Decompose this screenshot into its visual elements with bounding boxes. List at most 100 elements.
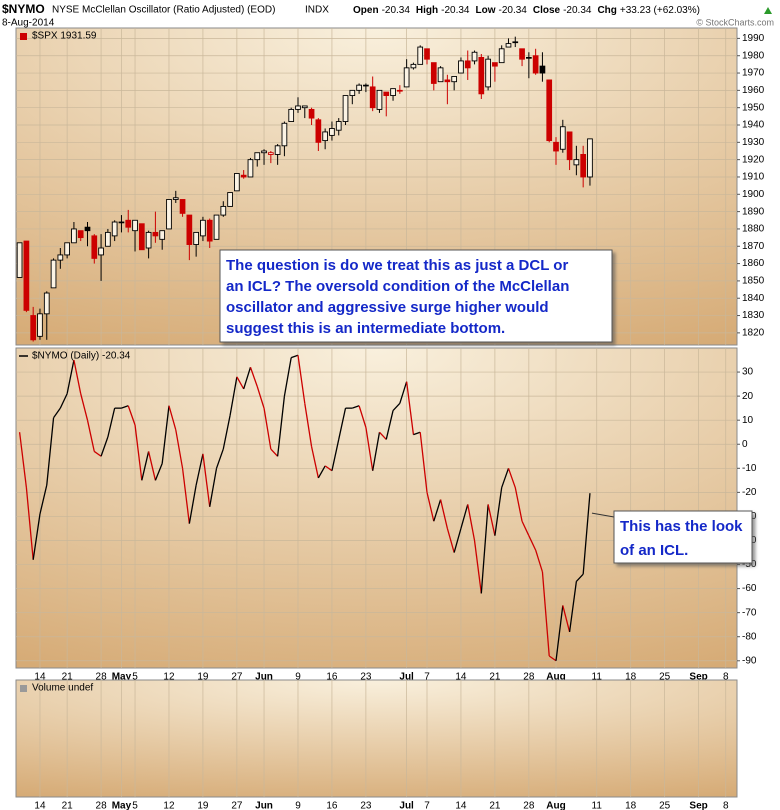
candle-body xyxy=(64,242,70,256)
candle-body xyxy=(396,89,403,92)
candle-body xyxy=(322,131,329,142)
line-segment xyxy=(276,396,286,457)
line-segment xyxy=(154,463,163,481)
y-tick-label: 1990 xyxy=(742,33,765,44)
line-segment xyxy=(18,432,28,488)
line-segment xyxy=(121,405,129,409)
line-segment xyxy=(324,465,333,472)
candle-body xyxy=(132,219,138,232)
line-segment xyxy=(107,408,116,438)
candle-body xyxy=(105,231,111,247)
candle-body xyxy=(274,145,281,155)
line-segment xyxy=(555,605,564,661)
x-tick-label: 16 xyxy=(326,801,338,810)
candle-body xyxy=(553,141,559,152)
line-segment xyxy=(181,468,190,524)
line-segment xyxy=(358,405,367,428)
x-tick-label: 23 xyxy=(360,801,372,810)
line-segment xyxy=(161,405,170,464)
candle-body xyxy=(430,62,437,84)
y-tick-label: 20 xyxy=(742,391,754,402)
quote-value: -20.34 xyxy=(563,5,592,16)
y-tick-label: 1950 xyxy=(742,102,765,113)
candle-body xyxy=(295,105,301,110)
x-tick-label: 14 xyxy=(455,801,467,810)
candle-body xyxy=(57,254,64,261)
panel-background xyxy=(15,347,738,669)
line-segment xyxy=(270,448,279,457)
x-tick-label: 8 xyxy=(723,672,729,683)
line-segment xyxy=(80,393,89,421)
candle-body xyxy=(186,214,193,245)
line-segment xyxy=(175,429,184,469)
candle-body xyxy=(118,221,125,224)
line-segment xyxy=(209,468,218,507)
candle-body xyxy=(315,119,322,143)
line-segment xyxy=(433,499,442,522)
candle-body xyxy=(369,86,376,109)
line-segment xyxy=(256,386,265,409)
x-tick-label: 28 xyxy=(523,801,535,810)
x-tick-label: 27 xyxy=(231,801,243,810)
annotation-text: oscillator and aggressive surge higher w… xyxy=(226,299,549,316)
panel-label: Volume undef xyxy=(32,683,93,694)
candle-body xyxy=(77,230,84,239)
candle-body xyxy=(356,84,362,91)
x-tick-label: Jul xyxy=(399,672,414,683)
line-segment xyxy=(304,403,313,447)
candle-body xyxy=(464,60,471,69)
line-segment xyxy=(53,407,61,419)
y-tick-label: -70 xyxy=(742,607,757,618)
y-tick-label: 1820 xyxy=(742,328,765,339)
candle-body xyxy=(37,313,43,337)
candle-body xyxy=(261,150,267,154)
x-tick-label: 19 xyxy=(197,801,209,810)
x-tick-label: 27 xyxy=(231,672,243,683)
line-segment xyxy=(25,487,34,560)
candle-body xyxy=(383,91,390,97)
line-segment xyxy=(446,528,455,553)
x-tick-label: Sep xyxy=(689,672,707,683)
x-tick-label: 14 xyxy=(455,672,467,683)
line-segment xyxy=(147,451,157,481)
candle-body xyxy=(403,67,410,88)
line-segment xyxy=(283,357,292,397)
candle-body xyxy=(206,219,213,242)
line-segment xyxy=(310,446,319,479)
line-segment xyxy=(521,520,530,536)
line-segment xyxy=(365,427,374,471)
candle-body xyxy=(172,197,179,200)
line-segment xyxy=(222,415,231,450)
line-segment xyxy=(236,376,245,390)
candle-body xyxy=(437,67,444,83)
y-tick-label: 1930 xyxy=(742,137,765,148)
line-segment xyxy=(514,487,523,522)
candle-body xyxy=(145,231,152,249)
candle-body xyxy=(451,76,458,83)
y-tick-label: -90 xyxy=(742,655,757,666)
symbol: $NYMO xyxy=(2,2,45,16)
candle-body xyxy=(349,89,356,97)
y-tick-label: -20 xyxy=(742,487,757,498)
x-tick-label: 18 xyxy=(625,672,637,683)
candle-body xyxy=(471,51,478,62)
candle-body xyxy=(424,48,430,60)
candle-body xyxy=(234,173,240,192)
line-segment xyxy=(195,453,204,486)
line-segment xyxy=(59,393,68,409)
x-tick-label: Aug xyxy=(546,801,565,810)
annotation-box xyxy=(613,510,753,564)
y-tick-label: 30 xyxy=(742,367,754,378)
y-tick-label: 1970 xyxy=(742,68,765,79)
quote-value: -20.34 xyxy=(382,5,411,16)
line-segment xyxy=(419,432,428,493)
line-segment xyxy=(501,468,510,488)
line-segment xyxy=(243,367,252,390)
y-tick-label: 1890 xyxy=(742,206,765,217)
x-tick-label: 28 xyxy=(96,801,108,810)
quote: Open -20.34 High -20.34 Low -20.34 Close -20.34… xyxy=(353,5,700,16)
line-segment xyxy=(188,485,197,524)
annotation-text: suggest this is an intermediate bottom. xyxy=(226,320,505,337)
indicator-name: NYSE McClellan Oscillator (Ratio Adjuste… xyxy=(52,5,275,16)
candle-body xyxy=(111,221,118,237)
